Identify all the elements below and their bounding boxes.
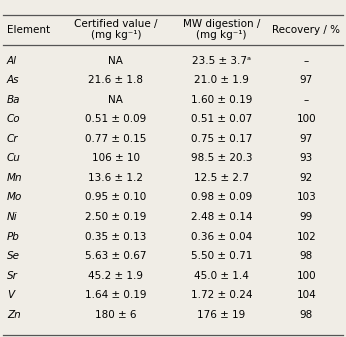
Text: 97: 97 bbox=[300, 134, 313, 144]
Text: 13.6 ± 1.2: 13.6 ± 1.2 bbox=[89, 173, 143, 183]
Text: Pb: Pb bbox=[7, 232, 20, 242]
Text: 5.50 ± 0.71: 5.50 ± 0.71 bbox=[191, 251, 252, 261]
Text: Cu: Cu bbox=[7, 153, 21, 163]
Text: 0.95 ± 0.10: 0.95 ± 0.10 bbox=[85, 192, 147, 203]
Text: 180 ± 6: 180 ± 6 bbox=[95, 310, 137, 320]
Text: Element: Element bbox=[7, 25, 50, 35]
Text: Certified value /
(mg kg⁻¹): Certified value / (mg kg⁻¹) bbox=[74, 19, 158, 40]
Text: 1.72 ± 0.24: 1.72 ± 0.24 bbox=[191, 290, 252, 300]
Text: 93: 93 bbox=[300, 153, 313, 163]
Text: 5.63 ± 0.67: 5.63 ± 0.67 bbox=[85, 251, 147, 261]
Text: 100: 100 bbox=[297, 114, 316, 124]
Text: 2.50 ± 0.19: 2.50 ± 0.19 bbox=[85, 212, 147, 222]
Text: 0.35 ± 0.13: 0.35 ± 0.13 bbox=[85, 232, 147, 242]
Text: 99: 99 bbox=[300, 212, 313, 222]
Text: NA: NA bbox=[109, 56, 123, 66]
Text: 176 ± 19: 176 ± 19 bbox=[197, 310, 246, 320]
Text: Recovery / %: Recovery / % bbox=[272, 25, 340, 35]
Text: As: As bbox=[7, 75, 19, 85]
Text: Cr: Cr bbox=[7, 134, 18, 144]
Text: 103: 103 bbox=[296, 192, 316, 203]
Text: 2.48 ± 0.14: 2.48 ± 0.14 bbox=[191, 212, 252, 222]
Text: 100: 100 bbox=[297, 271, 316, 281]
Text: 0.51 ± 0.07: 0.51 ± 0.07 bbox=[191, 114, 252, 124]
Text: 21.0 ± 1.9: 21.0 ± 1.9 bbox=[194, 75, 249, 85]
Text: Co: Co bbox=[7, 114, 20, 124]
Text: 102: 102 bbox=[296, 232, 316, 242]
Text: 23.5 ± 3.7ᵃ: 23.5 ± 3.7ᵃ bbox=[192, 56, 251, 66]
Text: 0.77 ± 0.15: 0.77 ± 0.15 bbox=[85, 134, 147, 144]
Text: 21.6 ± 1.8: 21.6 ± 1.8 bbox=[89, 75, 143, 85]
Text: Ba: Ba bbox=[7, 95, 20, 105]
Text: 97: 97 bbox=[300, 75, 313, 85]
Text: Ni: Ni bbox=[7, 212, 18, 222]
Text: Mo: Mo bbox=[7, 192, 22, 203]
Text: 45.0 ± 1.4: 45.0 ± 1.4 bbox=[194, 271, 249, 281]
Text: NA: NA bbox=[109, 95, 123, 105]
Text: Mn: Mn bbox=[7, 173, 22, 183]
Text: –: – bbox=[303, 95, 309, 105]
Text: 45.2 ± 1.9: 45.2 ± 1.9 bbox=[89, 271, 143, 281]
Text: 0.36 ± 0.04: 0.36 ± 0.04 bbox=[191, 232, 252, 242]
Text: 0.51 ± 0.09: 0.51 ± 0.09 bbox=[85, 114, 147, 124]
Text: 1.64 ± 0.19: 1.64 ± 0.19 bbox=[85, 290, 147, 300]
Text: 98: 98 bbox=[300, 251, 313, 261]
Text: MW digestion /
(mg kg⁻¹): MW digestion / (mg kg⁻¹) bbox=[183, 19, 260, 40]
Text: Zn: Zn bbox=[7, 310, 21, 320]
Text: 98: 98 bbox=[300, 310, 313, 320]
Text: 104: 104 bbox=[296, 290, 316, 300]
Text: Al: Al bbox=[7, 56, 17, 66]
Text: 0.98 ± 0.09: 0.98 ± 0.09 bbox=[191, 192, 252, 203]
Text: 0.75 ± 0.17: 0.75 ± 0.17 bbox=[191, 134, 252, 144]
Text: –: – bbox=[303, 56, 309, 66]
Text: 12.5 ± 2.7: 12.5 ± 2.7 bbox=[194, 173, 249, 183]
Text: 106 ± 10: 106 ± 10 bbox=[92, 153, 140, 163]
Text: Se: Se bbox=[7, 251, 20, 261]
Text: 98.5 ± 20.3: 98.5 ± 20.3 bbox=[191, 153, 252, 163]
Text: V: V bbox=[7, 290, 14, 300]
Text: 1.60 ± 0.19: 1.60 ± 0.19 bbox=[191, 95, 252, 105]
Text: 92: 92 bbox=[300, 173, 313, 183]
Text: Sr: Sr bbox=[7, 271, 18, 281]
